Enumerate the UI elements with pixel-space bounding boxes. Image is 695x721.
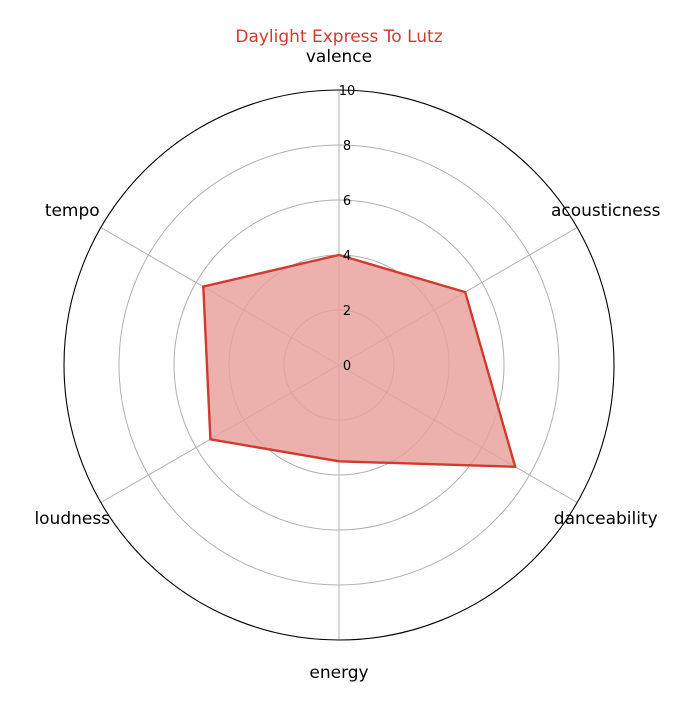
data-point-tempo bbox=[202, 285, 205, 288]
data-point-loudness bbox=[209, 438, 212, 441]
data-layer bbox=[202, 253, 517, 468]
r-tick-label: 2 bbox=[343, 304, 351, 319]
data-point-energy bbox=[337, 460, 341, 463]
data-point-acousticness bbox=[464, 290, 467, 294]
axis-label-danceability: danceability bbox=[554, 509, 658, 529]
r-tick-label: 0 bbox=[343, 359, 351, 374]
r-tick-label: 10 bbox=[339, 84, 356, 99]
chart-title: Daylight Express To Lutz bbox=[235, 27, 443, 47]
outer-frame bbox=[63, 89, 615, 641]
grid-layer bbox=[63, 89, 615, 641]
grid-circle-8 bbox=[118, 144, 560, 586]
axis-label-tempo: tempo bbox=[45, 201, 100, 221]
data-point-danceability bbox=[514, 465, 517, 468]
r-tick-label: 4 bbox=[343, 249, 351, 264]
data-point-valence bbox=[337, 253, 341, 257]
axis-label-loudness: loudness bbox=[34, 509, 110, 529]
axis-label-valence: valence bbox=[306, 47, 372, 67]
tick-layer: 0 2 4 6 8 10 bbox=[339, 84, 356, 374]
r-tick-label: 8 bbox=[343, 139, 351, 154]
axis-label-energy: energy bbox=[309, 663, 368, 683]
series-area bbox=[203, 255, 516, 467]
r-tick-label: 6 bbox=[343, 194, 351, 209]
grid-circle-6 bbox=[173, 199, 505, 531]
axis-label-acousticness: acousticness bbox=[551, 201, 661, 221]
label-layer: valence acousticness danceability energy lou… bbox=[34, 47, 660, 683]
